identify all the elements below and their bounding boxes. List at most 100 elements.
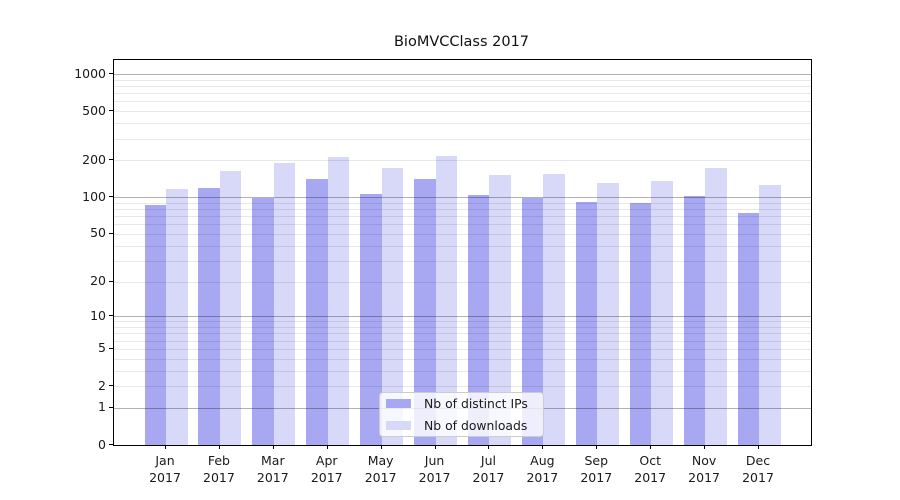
bar-downloads-jun — [435, 155, 458, 445]
bar-downloads-sep — [597, 183, 619, 445]
bar-downloads-jul — [489, 174, 511, 445]
gridline-minor — [114, 216, 811, 218]
bar-distinct-ips-nov — [683, 196, 706, 445]
gridline-minor — [114, 321, 811, 323]
y-tick-mark — [109, 407, 113, 408]
x-tick-mark — [272, 445, 274, 449]
x-tick-label-mar: Mar 2017 — [256, 453, 289, 485]
x-tick-label-feb: Feb 2017 — [203, 453, 235, 485]
y-tick-mark — [109, 281, 113, 282]
y-tick-label: 200 — [82, 151, 106, 167]
bar-downloads-apr — [327, 157, 350, 445]
plot-area — [113, 59, 812, 446]
gridline-minor — [114, 209, 811, 211]
bar-distinct-ips-oct — [629, 202, 652, 445]
x-tick-mark — [488, 445, 490, 449]
bar-distinct-ips-sep — [575, 202, 598, 445]
gridline-minor — [114, 101, 811, 103]
y-tick-mark — [109, 110, 113, 111]
legend-item-downloads: Nb of downloads — [386, 416, 543, 435]
x-tick-label-jun: Jun 2017 — [418, 453, 451, 485]
y-tick-label: 0 — [98, 436, 106, 452]
bar-downloads-may — [381, 168, 404, 445]
x-tick-label-nov: Nov 2017 — [688, 453, 720, 485]
gridline-minor — [114, 160, 811, 162]
x-tick-label-jul: Jul 2017 — [472, 453, 505, 485]
x-tick-mark — [434, 445, 436, 449]
bar-downloads-feb — [219, 170, 242, 445]
y-tick-mark — [109, 348, 113, 349]
x-tick-mark — [380, 445, 382, 449]
y-tick-label: 20 — [90, 273, 106, 289]
y-tick-label: 10 — [90, 307, 106, 323]
bar-downloads-nov — [705, 168, 727, 445]
bar-distinct-ips-aug — [521, 197, 544, 445]
y-tick-label: 500 — [82, 102, 106, 118]
y-tick-label: 2 — [98, 377, 106, 393]
gridline-minor — [114, 138, 811, 140]
bar-distinct-ips-mar — [252, 198, 274, 445]
gridline-minor — [114, 123, 811, 125]
y-tick-mark — [109, 444, 113, 445]
y-tick-label: 100 — [82, 188, 106, 204]
gridline-minor — [114, 260, 811, 262]
gridline-minor — [114, 281, 811, 283]
x-tick-mark — [758, 445, 759, 449]
x-tick-label-sep: Sep 2017 — [580, 453, 613, 485]
y-tick-mark — [109, 159, 113, 160]
bar-downloads-oct — [651, 181, 673, 445]
gridline-major — [114, 74, 811, 76]
gridline-minor — [114, 202, 811, 204]
x-tick-label-may: May 2017 — [364, 453, 397, 485]
bar-downloads-dec — [759, 184, 781, 445]
bar-distinct-ips-jul — [467, 195, 490, 445]
gridline-minor — [114, 111, 811, 113]
legend-item-distinct-ips: Nb of distinct IPs — [386, 394, 543, 413]
bar-distinct-ips-apr — [306, 178, 328, 445]
x-tick-label-aug: Aug 2017 — [526, 453, 559, 485]
gridline-minor — [114, 358, 811, 360]
gridline-minor — [114, 79, 811, 81]
x-tick-label-apr: Apr 2017 — [310, 453, 343, 485]
gridline-minor — [114, 224, 811, 226]
x-tick-mark — [326, 445, 328, 449]
gridline-minor — [114, 86, 811, 88]
bar-distinct-ips-jan — [144, 205, 166, 445]
bar-distinct-ips-may — [360, 193, 382, 445]
y-tick-mark — [109, 196, 113, 197]
x-tick-mark — [542, 445, 544, 449]
x-tick-mark — [218, 445, 220, 449]
bar-distinct-ips-jun — [414, 178, 436, 445]
legend-swatch-distinct-ips — [386, 399, 411, 408]
bar-distinct-ips-feb — [198, 187, 220, 445]
x-tick-mark — [165, 445, 166, 449]
bar-distinct-ips-dec — [737, 213, 759, 445]
gridline-minor — [114, 386, 811, 388]
legend: Nb of distinct IPs Nb of downloads — [379, 392, 544, 437]
y-tick-mark — [109, 385, 113, 386]
y-tick-mark — [109, 315, 113, 316]
gridline-minor — [114, 333, 811, 335]
y-tick-label: 1000 — [74, 65, 106, 81]
y-tick-label: 5 — [98, 340, 106, 356]
gridline-minor — [114, 348, 811, 350]
gridline-minor — [114, 233, 811, 235]
y-tick-mark — [109, 233, 113, 234]
gridline-minor — [114, 340, 811, 342]
x-tick-label-dec: Dec 2017 — [742, 453, 774, 485]
bar-downloads-aug — [543, 174, 565, 445]
x-tick-mark — [596, 445, 598, 449]
x-tick-label-oct: Oct 2017 — [634, 453, 667, 485]
x-tick-label-jan: Jan 2017 — [149, 453, 181, 485]
bar-downloads-jan — [166, 189, 188, 445]
gridline-minor — [114, 327, 811, 329]
legend-label-downloads: Nb of downloads — [424, 418, 528, 433]
gridline-minor — [114, 370, 811, 372]
y-tick-mark — [109, 73, 113, 74]
x-tick-mark — [650, 445, 652, 449]
gridline-major — [114, 316, 811, 318]
gridline-minor — [114, 93, 811, 95]
gridline-minor — [114, 245, 811, 247]
gridline-major — [114, 197, 811, 199]
